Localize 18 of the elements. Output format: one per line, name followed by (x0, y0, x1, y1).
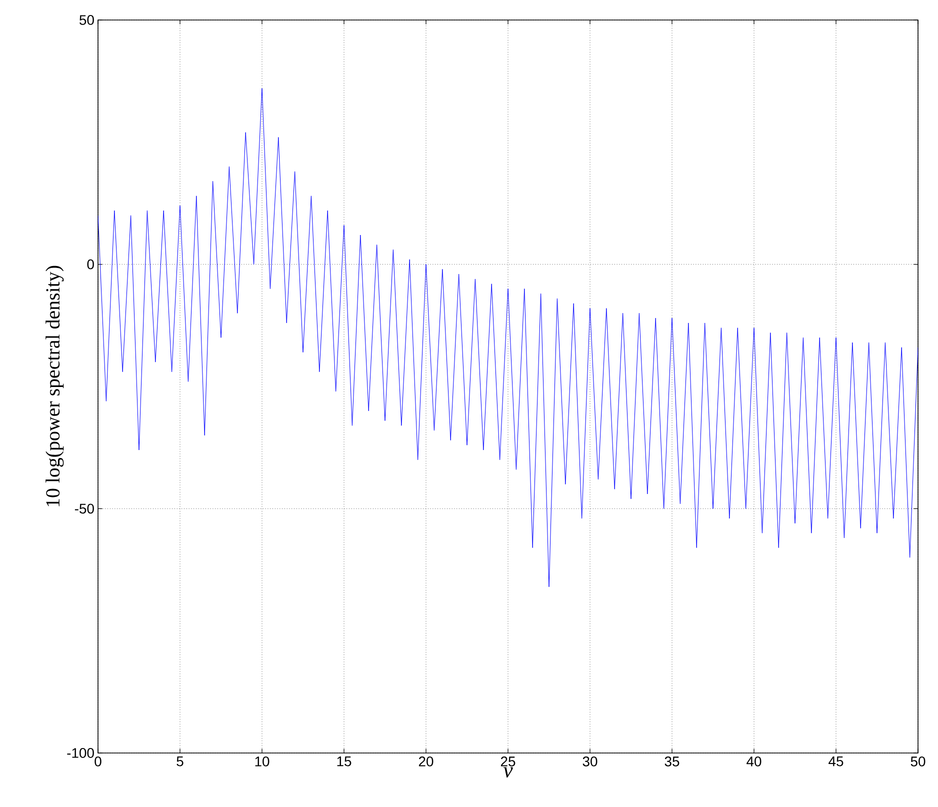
y-tick-label: -100 (67, 748, 94, 758)
x-tick-label: 40 (746, 756, 762, 766)
x-tick-label: 30 (582, 756, 598, 766)
x-tick-label: 15 (337, 756, 352, 766)
x-tick-label: 50 (910, 756, 926, 766)
x-tick-label: 5 (176, 756, 184, 766)
x-tick-label: 0 (94, 756, 102, 766)
x-axis-title: ν (503, 767, 513, 778)
y-axis-title: 10 log(power spectral density) (46, 266, 64, 506)
x-tick-label: 20 (418, 756, 434, 766)
line-series (98, 88, 918, 588)
y-tick-label: 0 (87, 259, 94, 270)
y-tick-label: 50 (80, 15, 94, 25)
y-tick-label: -50 (74, 504, 94, 514)
x-tick-label: 25 (500, 756, 516, 766)
x-tick-label: 10 (255, 756, 270, 766)
x-tick-label: 35 (664, 756, 680, 766)
x-tick-label: 45 (828, 756, 844, 766)
